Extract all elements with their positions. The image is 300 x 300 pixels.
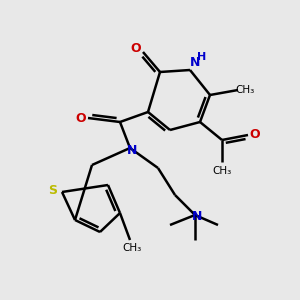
Text: S: S [49, 184, 58, 196]
Text: O: O [131, 41, 141, 55]
Text: O: O [250, 128, 260, 142]
Text: CH₃: CH₃ [122, 243, 142, 253]
Text: H: H [197, 52, 207, 62]
Text: CH₃: CH₃ [236, 85, 255, 95]
Text: O: O [76, 112, 86, 124]
Text: N: N [190, 56, 200, 68]
Text: N: N [192, 211, 202, 224]
Text: CH₃: CH₃ [212, 166, 232, 176]
Text: N: N [127, 145, 137, 158]
